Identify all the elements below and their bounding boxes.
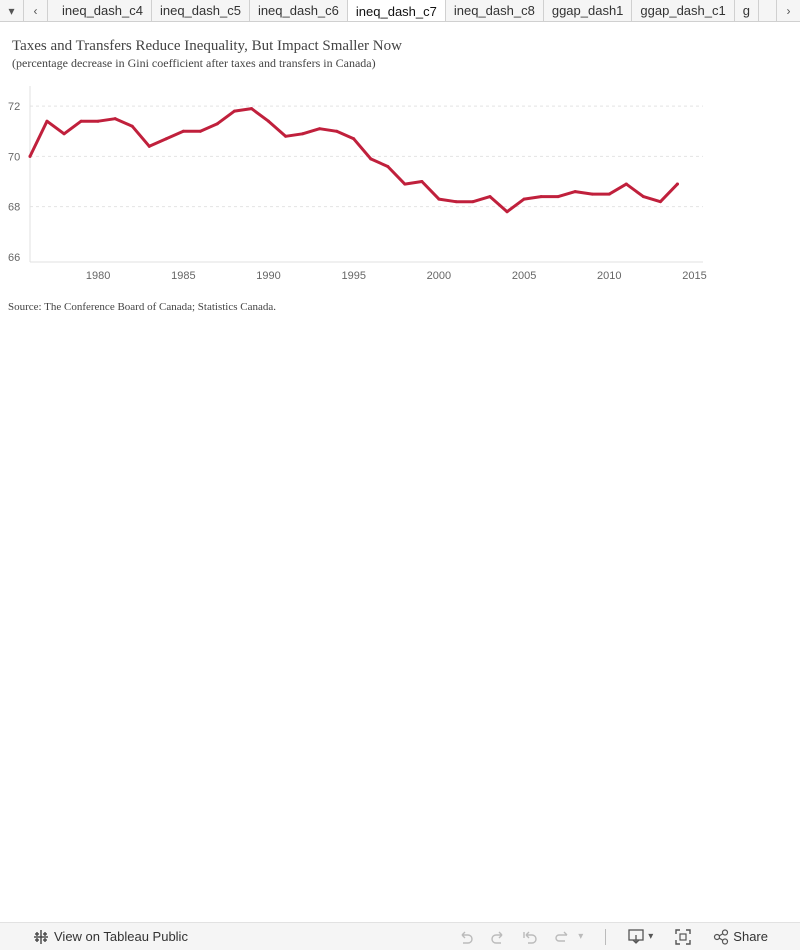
toolbar-divider — [605, 928, 607, 945]
data-point — [590, 192, 594, 196]
data-point — [96, 119, 100, 123]
caret-down-icon: ▾ — [578, 931, 584, 942]
tab-ineq-dash-c7[interactable]: ineq_dash_c7 — [346, 0, 446, 21]
x-tick-label: 2000 — [427, 270, 451, 282]
x-tick-label: 1990 — [256, 270, 280, 282]
y-tick-label: 66 — [8, 252, 20, 264]
caret-down-icon: ▾ — [8, 3, 15, 18]
full-screen-button[interactable] — [675, 928, 691, 945]
share-button[interactable]: Share — [713, 928, 768, 945]
data-point — [198, 129, 202, 133]
y-tick-label: 68 — [8, 202, 20, 214]
tab-ineq-dash-c4[interactable]: ineq_dash_c4 — [54, 0, 152, 21]
tableau-toolbar: View on Tableau Public ▾ ▾ Share — [0, 922, 800, 950]
x-tick-label: 2010 — [597, 270, 621, 282]
data-point — [573, 190, 577, 194]
data-point — [369, 157, 373, 161]
data-point — [181, 129, 185, 133]
data-point — [79, 119, 83, 123]
data-point — [215, 122, 219, 126]
series-line — [28, 107, 679, 214]
source-note: Source: The Conference Board of Canada; … — [8, 301, 276, 313]
tab-list-dropdown-button[interactable]: ▾ — [0, 0, 24, 21]
data-point — [437, 197, 441, 201]
data-point — [403, 182, 407, 186]
download-button[interactable]: ▾ — [628, 928, 654, 945]
tab-ineq-dash-c5[interactable]: ineq_dash_c5 — [150, 0, 250, 21]
line-chart[interactable]: 66 68 70 72 1980 1985 1990 1995 2000 2005 2010 2015 — [0, 84, 720, 289]
revert-icon — [523, 931, 537, 944]
chart-subtitle: (percentage decrease in Gini coefficient… — [12, 56, 376, 70]
data-point — [641, 195, 645, 199]
data-point — [45, 119, 49, 123]
chevron-left-icon: ‹ — [33, 3, 38, 18]
data-point — [147, 144, 151, 148]
caret-down-icon: ▾ — [648, 931, 654, 942]
scroll-tabs-left-button[interactable]: ‹ — [24, 0, 48, 21]
data-point — [318, 127, 322, 131]
data-point — [505, 210, 509, 214]
data-point — [62, 132, 66, 136]
data-point — [352, 137, 356, 141]
data-point — [454, 200, 458, 204]
data-point — [675, 182, 679, 186]
data-point — [522, 197, 526, 201]
chevron-right-icon: › — [786, 3, 791, 18]
data-point — [488, 195, 492, 199]
scroll-tabs-right-button[interactable]: › — [776, 0, 800, 21]
data-point — [232, 109, 236, 113]
x-tick-label: 1995 — [341, 270, 365, 282]
data-point — [113, 117, 117, 121]
y-tick-label: 70 — [8, 151, 20, 163]
data-point — [539, 195, 543, 199]
undo-icon — [461, 931, 473, 944]
view-on-tableau-public-link[interactable]: View on Tableau Public — [34, 929, 188, 944]
x-tick-label: 1980 — [86, 270, 110, 282]
revert-button[interactable] — [522, 929, 538, 945]
data-point — [471, 200, 475, 204]
data-point — [420, 180, 424, 184]
redo-button[interactable] — [490, 929, 506, 945]
tab-ineq-dash-c6[interactable]: ineq_dash_c6 — [248, 0, 348, 21]
share-icon — [714, 928, 729, 945]
data-point — [624, 182, 628, 186]
refresh-icon — [555, 931, 568, 942]
tabs: ineq_dash_c4 ineq_dash_c5 ineq_dash_c6 ineq… — [54, 0, 776, 21]
data-point — [284, 134, 288, 138]
data-point — [556, 195, 560, 199]
x-tick-label: 1985 — [171, 270, 195, 282]
sheet-tab-bar: ▾ ‹ ineq_dash_c4 ineq_dash_c5 ineq_dash_c6… — [0, 0, 800, 22]
x-tick-label: 2005 — [512, 270, 536, 282]
tableau-logo-icon — [34, 929, 48, 944]
data-point — [301, 132, 305, 136]
data-point — [267, 119, 271, 123]
data-point — [658, 200, 662, 204]
x-tick-label: 2015 — [682, 270, 706, 282]
data-point — [249, 107, 253, 111]
data-point — [130, 124, 134, 128]
full-screen-icon — [675, 928, 691, 945]
tab-ggap-dash1[interactable]: ggap_dash1 — [542, 0, 633, 21]
share-label: Share — [733, 929, 768, 944]
download-icon — [628, 928, 644, 944]
undo-button[interactable] — [458, 929, 474, 945]
data-point — [607, 192, 611, 196]
tab-g[interactable]: g — [733, 0, 759, 21]
refresh-options-dropdown[interactable]: ▾ — [578, 931, 583, 942]
data-point — [335, 129, 339, 133]
data-point — [386, 164, 390, 168]
redo-icon — [491, 931, 503, 944]
data-point — [164, 137, 168, 141]
view-on-tableau-public-label: View on Tableau Public — [54, 929, 188, 944]
refresh-button[interactable] — [554, 929, 570, 945]
tab-ineq-dash-c8[interactable]: ineq_dash_c8 — [444, 0, 544, 21]
data-point — [28, 154, 32, 158]
y-tick-label: 72 — [8, 101, 20, 113]
tab-ggap-dash-c1[interactable]: ggap_dash_c1 — [631, 0, 735, 21]
chart-title: Taxes and Transfers Reduce Inequality, B… — [12, 38, 402, 54]
